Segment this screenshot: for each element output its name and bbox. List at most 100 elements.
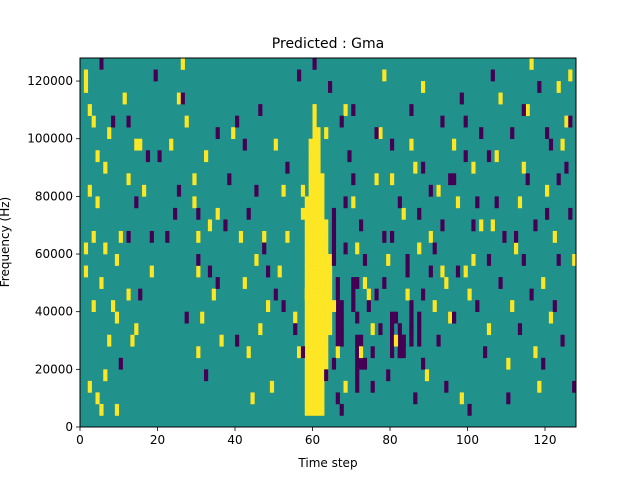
heatmap-cell-low [409, 334, 414, 347]
heatmap-cell-high [138, 138, 143, 151]
heatmap-cell-high [324, 230, 329, 243]
heatmap-cell-high [83, 265, 89, 278]
y-axis-ticks: 0 20000 40000 60000 80000 100000 120000 [27, 74, 80, 434]
heatmap-cell-low [374, 288, 379, 301]
heatmap-cell-high [114, 311, 120, 324]
heatmap-cell-low [405, 254, 410, 266]
heatmap-cell-high [316, 265, 321, 278]
heatmap-cell-low [223, 219, 228, 232]
heatmap-cell-high [316, 254, 321, 266]
heatmap-cell-high [479, 219, 484, 232]
heatmap-cell-high [545, 184, 550, 197]
heatmap-cell-high [320, 323, 325, 336]
heatmap-cell-low [215, 277, 220, 289]
heatmap-cell-high [308, 392, 313, 405]
heatmap-cell-low [339, 334, 344, 347]
heatmap-cell-high [308, 184, 313, 197]
heatmap-cell-high [176, 92, 182, 105]
heatmap-cell-high [316, 161, 321, 174]
heatmap-cell-high [556, 81, 561, 93]
heatmap-cell-high [103, 242, 108, 255]
heatmap-cell-low [525, 173, 530, 186]
heatmap-cell-high [293, 311, 298, 324]
heatmap-cell-high [281, 184, 286, 197]
heatmap-cell-high [320, 277, 325, 289]
heatmap-cell-high [231, 127, 236, 140]
heatmap-cell-high [308, 173, 313, 186]
heatmap-cell-high [246, 346, 251, 359]
heatmap-cell-high [312, 357, 317, 370]
heatmap-cell-low [409, 323, 414, 336]
heatmap-cell-high [320, 265, 325, 278]
heatmap-cell-high [134, 138, 139, 151]
heatmap-cell-high [308, 403, 313, 416]
heatmap-cell-low [339, 311, 344, 324]
heatmap-cell-high [444, 277, 449, 289]
heatmap-cell-high [308, 288, 313, 301]
heatmap-cell-high [103, 161, 108, 174]
heatmap-cell-high [316, 127, 321, 140]
heatmap-cell-low [331, 242, 337, 255]
heatmap-cell-low [335, 392, 340, 405]
heatmap-cell-low [273, 288, 278, 301]
heatmap-cell-low [382, 277, 387, 289]
heatmap-cell-low [300, 346, 306, 359]
heatmap-cell-high [149, 265, 154, 278]
heatmap-cell-low [339, 115, 344, 128]
plot-frame [79, 57, 577, 428]
heatmap-cell-high [424, 369, 430, 382]
heatmap-cell-high [312, 265, 317, 278]
heatmap-cell-high [359, 346, 364, 359]
heatmap-cell-low [355, 311, 360, 324]
heatmap-cell-low [359, 219, 364, 232]
heatmap-cell-high [304, 230, 309, 243]
heatmap-cell-high [308, 265, 313, 278]
heatmap-cell-high [130, 334, 135, 347]
heatmap-cell-low [126, 115, 131, 128]
heatmap-cell-high [99, 277, 104, 289]
heatmap-cell-low [173, 207, 178, 220]
heatmap-cell-low [397, 334, 402, 347]
heatmap-cell-high [405, 288, 410, 301]
heatmap-cell-high [242, 277, 247, 289]
heatmap-cell-low [266, 265, 271, 278]
heatmap-cell-high [409, 138, 414, 151]
heatmap-cell-high [448, 311, 453, 324]
heatmap-cell-low [413, 392, 418, 405]
heatmap-cell-low [556, 173, 561, 186]
heatmap-cell-high [331, 300, 337, 312]
heatmap-cell-low [556, 254, 561, 266]
heatmap-cell-low [545, 207, 550, 220]
heatmap-cell-low [390, 334, 395, 347]
x-axis-label: Time step [297, 456, 357, 470]
heatmap-cell-low [351, 288, 356, 301]
heatmap-cell-low [227, 173, 232, 186]
heatmap-cell-high [308, 277, 313, 289]
heatmap-cell-low [355, 369, 360, 382]
heatmap-cell-low [285, 161, 290, 174]
heatmap-cell-high [312, 173, 317, 186]
heatmap-cell-low [331, 230, 337, 243]
heatmap-cell-low [254, 184, 259, 197]
heatmap-cell-low [382, 230, 387, 243]
heatmap-cell-low [397, 196, 402, 209]
heatmap-cell-high [312, 184, 317, 197]
heatmap-cell-high [316, 277, 321, 289]
heatmap-cell-low [335, 311, 340, 324]
heatmap-cell-high [486, 323, 492, 336]
heatmap-cell-high [262, 230, 267, 243]
heatmap-cell-high [312, 277, 317, 289]
heatmap-cell-low [401, 346, 406, 359]
heatmap-cell-low [138, 288, 143, 301]
heatmap-cell-low [393, 311, 399, 324]
heatmap-cell-high [308, 357, 313, 370]
heatmap-cell-high [169, 138, 174, 151]
heatmap-cell-high [87, 184, 92, 197]
heatmap-cell-high [533, 346, 538, 359]
heatmap-cell-high [196, 346, 201, 359]
heatmap-cell-high [304, 346, 309, 359]
heatmap-cell-high [95, 196, 100, 209]
heatmap-cell-low [242, 138, 247, 151]
heatmap-cell-high [552, 230, 557, 243]
heatmap-cell-high [328, 300, 333, 312]
